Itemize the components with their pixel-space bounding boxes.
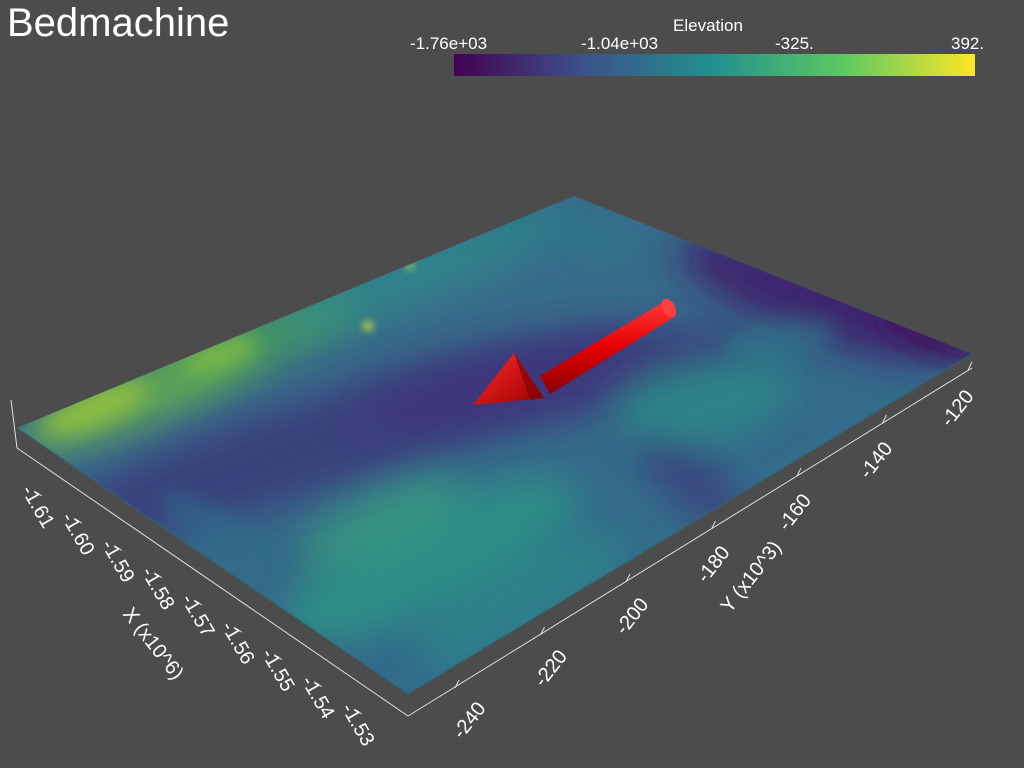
x-tick-label: -1.53	[337, 700, 379, 750]
y-tick-mark	[454, 679, 460, 689]
y-axis-ticks	[454, 361, 973, 689]
x-tick-label: -1.57	[177, 591, 219, 641]
y-tick-label: -180	[693, 542, 735, 587]
x-tick-mark	[353, 708, 363, 715]
x-tick-mark	[113, 545, 123, 551]
y-tick-label: -220	[530, 646, 572, 691]
x-tick-label: -1.55	[257, 645, 299, 695]
x-tick-label: -1.56	[217, 618, 259, 668]
y-tick-mark	[796, 467, 802, 477]
y-tick-label: -240	[449, 698, 491, 743]
x-axis	[10, 399, 409, 717]
colorbar-label-mid: -325.	[775, 34, 814, 53]
x-tick-label: -1.61	[17, 482, 59, 532]
x-tick-mark	[313, 681, 323, 688]
x-axis-ticks	[33, 490, 363, 715]
x-axis-title: X (x10^6)	[118, 604, 188, 685]
x-tick-label: -1.58	[137, 563, 179, 613]
y-tick-mark	[540, 626, 545, 636]
y-tick-mark	[882, 414, 887, 424]
y-axis	[407, 367, 973, 717]
x-tick-mark	[233, 626, 243, 633]
y-tick-label: -200	[611, 594, 653, 639]
y-axis-title: Y (x10^3)	[717, 537, 786, 617]
x-tick-mark	[153, 572, 163, 579]
y-tick-mark	[625, 573, 631, 583]
y-tick-mark	[711, 520, 716, 530]
x-tick-mark	[73, 517, 83, 524]
y-tick-label: -120	[937, 386, 979, 431]
colorbar-label-max: 392.	[951, 34, 985, 53]
flow-direction-arrow[interactable]	[473, 296, 679, 405]
window-title: Bedmachine	[7, 1, 230, 45]
x-tick-label: -1.54	[297, 672, 339, 722]
x-tick-mark	[33, 490, 43, 497]
y-tick-label: -140	[855, 438, 897, 483]
colorbar-title: Elevation	[673, 16, 743, 35]
colorbar-label-low: -1.04e+03	[581, 34, 659, 53]
x-tick-mark	[193, 599, 203, 606]
x-tick-label: -1.59	[97, 536, 139, 586]
x-tick-label: -1.60	[57, 509, 99, 559]
bedrock-elevation-surface[interactable]	[1, 186, 991, 695]
colorbar	[454, 54, 975, 76]
y-tick-label: -160	[774, 490, 816, 535]
y-tick-mark	[967, 361, 973, 371]
colorbar-label-min: -1.76e+03	[410, 34, 488, 53]
x-tick-mark	[273, 654, 283, 660]
